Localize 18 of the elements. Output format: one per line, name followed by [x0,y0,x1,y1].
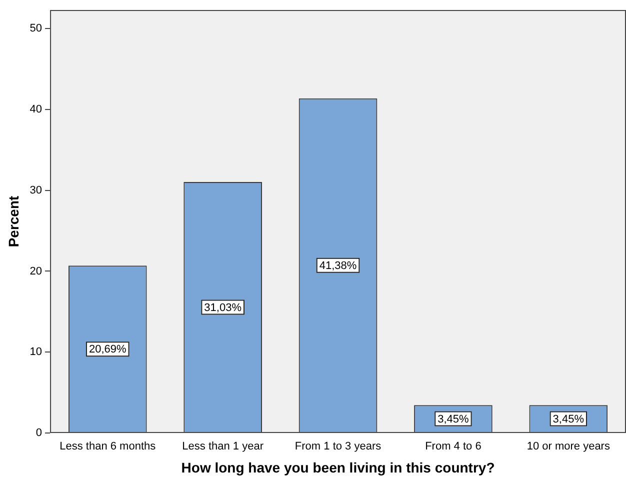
x-tick-label: Less than 6 months [60,440,156,453]
data-label: 20,69% [88,344,126,356]
data-label: 31,03% [204,302,242,314]
x-tick-label: Less than 1 year [182,440,264,453]
data-label: 41,38% [319,260,357,272]
y-tick-label: 0 [36,427,42,440]
x-tick-label: From 4 to 6 [425,440,482,453]
data-label: 3,45% [552,413,584,426]
y-tick-label: 30 [30,184,42,196]
y-axis-title: Percent [5,195,22,248]
y-tick-label: 40 [30,104,42,116]
x-tick-label: 10 or more years [526,440,610,453]
y-tick-label: 10 [30,346,42,358]
data-label: 3,45% [438,413,470,426]
x-tick-label: From 1 to 3 years [294,440,382,453]
y-tick-label: 50 [30,22,42,35]
y-tick-label: 20 [30,265,42,278]
x-axis-title: How long have you been living in this country? [181,459,495,476]
